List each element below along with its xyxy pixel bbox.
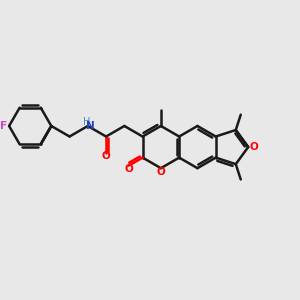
Text: O: O [102, 152, 110, 161]
Text: H: H [83, 118, 90, 128]
Text: O: O [249, 142, 258, 152]
Text: O: O [124, 164, 133, 175]
Text: O: O [157, 167, 165, 177]
Text: N: N [86, 121, 94, 131]
Text: F: F [0, 121, 8, 131]
